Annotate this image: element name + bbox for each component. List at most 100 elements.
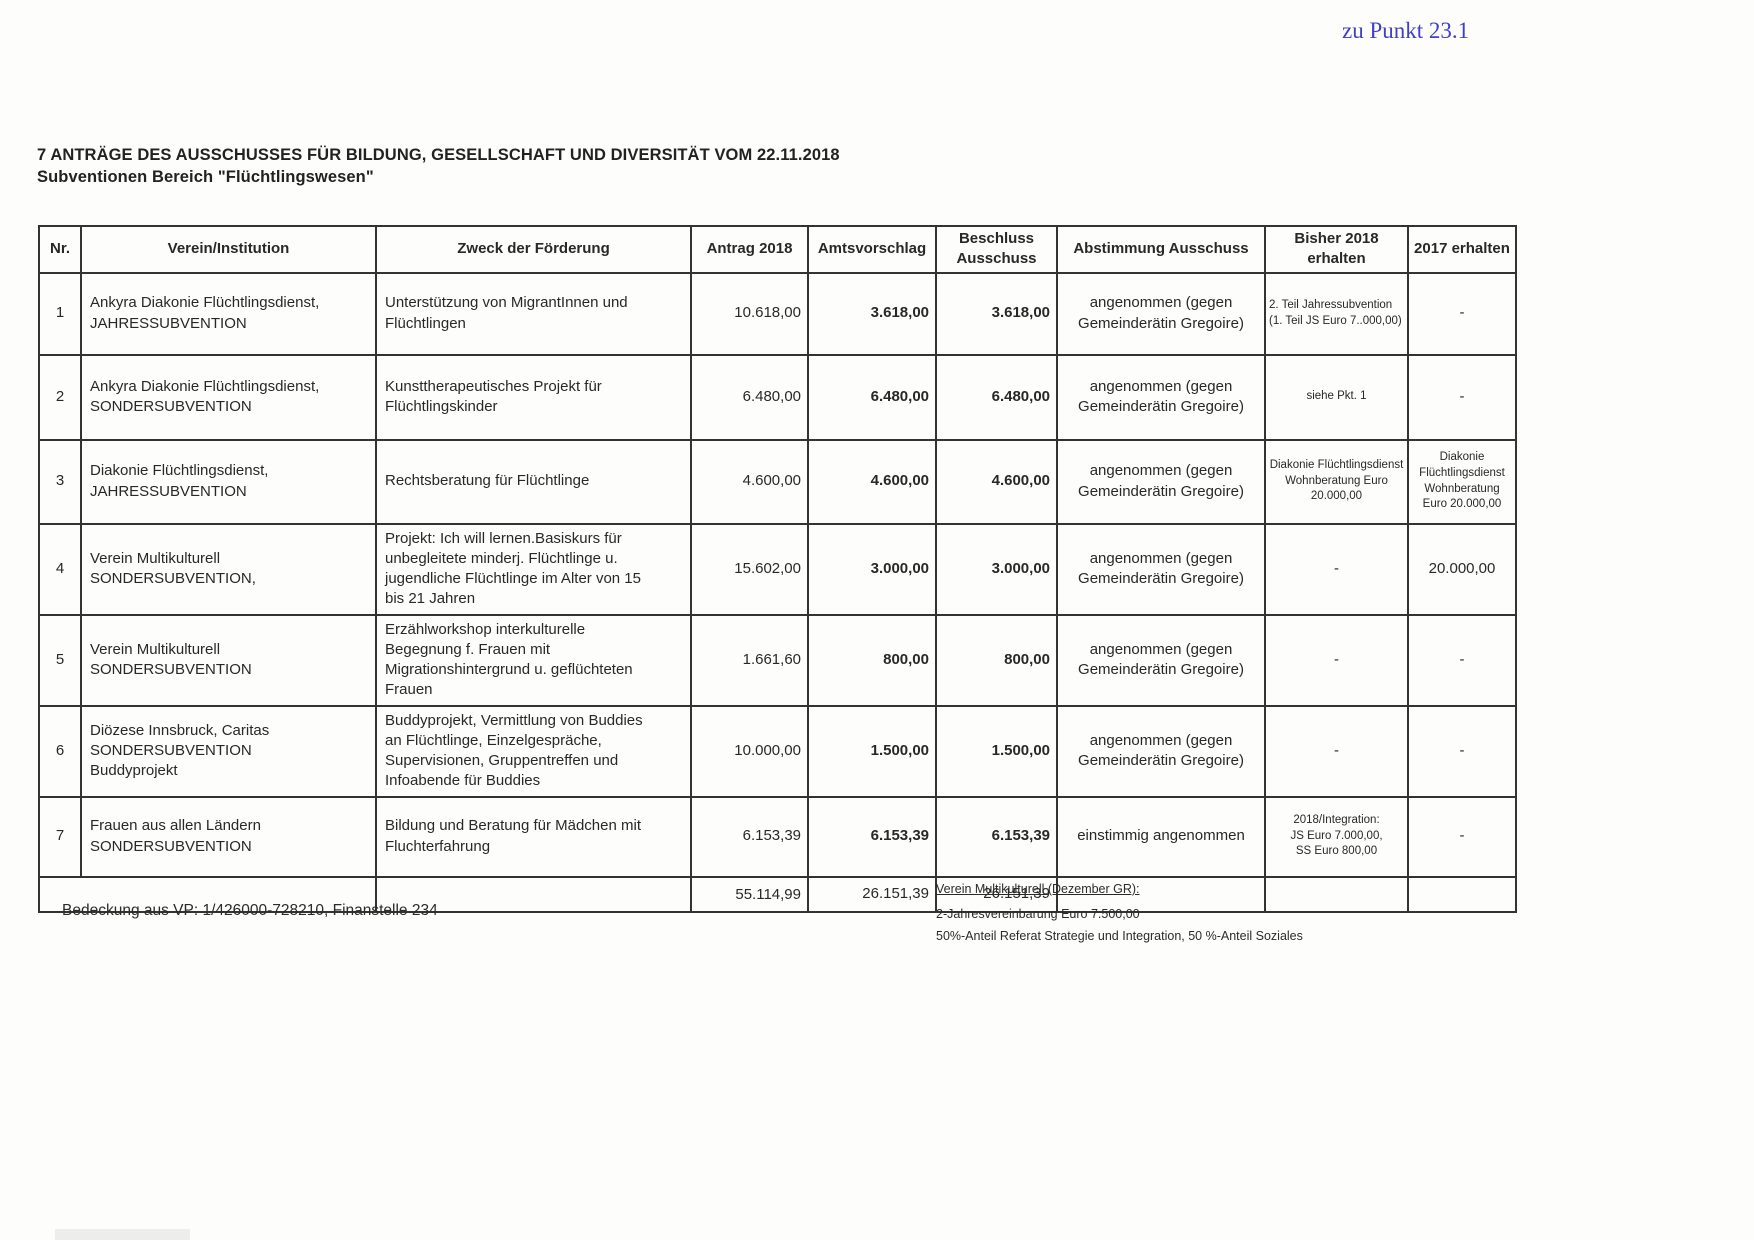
totals-abstimmung-empty [1056,875,1266,913]
cell-nr: 4 [38,522,82,616]
cell-institution: Verein Multikulturell SONDERSUBVENTION, [80,522,377,616]
cell-2017-erhalten: Diakonie Flüchtlingsdienst Wohnberatung … [1407,438,1517,525]
funding-source-note: Bedeckung aus VP: 1/426000-728210, Finan… [62,902,438,919]
cell-antrag: 6.480,00 [690,353,809,441]
cell-bisher-2018: siehe Pkt. 1 [1264,353,1409,441]
cell-amtsvorschlag: 4.600,00 [807,438,937,525]
scan-artifact [55,1229,190,1240]
table-header-row: Nr. Verein/Institution Zweck der Förderu… [38,225,1517,274]
cell-amtsvorschlag: 3.000,00 [807,522,937,616]
cell-antrag: 1.661,60 [690,613,809,707]
cell-abstimmung: einstimmig angenommen [1056,795,1266,878]
header-abstimmung-ausschuss: Abstimmung Ausschuss [1056,225,1266,274]
cell-bisher-2018: Diakonie Flüchtlingsdienst Wohnberatung … [1264,438,1409,525]
table-row: 5 Verein Multikulturell SONDERSUBVENTION… [38,613,1517,707]
cell-beschluss: 1.500,00 [935,704,1058,798]
cell-abstimmung: angenommen (gegen Gemeinderätin Gregoire… [1056,613,1266,707]
cell-bisher-2018: 2018/Integration: JS Euro 7.000,00, SS E… [1264,795,1409,878]
cell-nr: 1 [38,271,82,356]
document-title: 7 ANTRÄGE DES AUSSCHUSSES FÜR BILDUNG, G… [37,145,840,189]
cell-institution: Frauen aus allen Ländern SONDERSUBVENTIO… [80,795,377,878]
totals-spacer [38,875,377,913]
page-reference: zu Punkt 23.1 [1342,18,1470,43]
cell-purpose: Bildung und Beratung für Mädchen mit Flu… [375,795,692,878]
header-2017-erhalten: 2017 erhalten [1407,225,1517,274]
cell-abstimmung: angenommen (gegen Gemeinderätin Gregoire… [1056,271,1266,356]
cell-institution: Diözese Innsbruck, Caritas SONDERSUBVENT… [80,704,377,798]
header-beschluss-ausschuss: Beschluss Ausschuss [935,225,1058,274]
cell-institution: Ankyra Diakonie Flüchtlingsdienst, JAHRE… [80,271,377,356]
cell-2017-erhalten: - [1407,353,1517,441]
table-row: 6 Diözese Innsbruck, Caritas SONDERSUBVE… [38,704,1517,798]
cell-nr: 6 [38,704,82,798]
cell-institution: Diakonie Flüchtlingsdienst, JAHRESSUBVEN… [80,438,377,525]
header-amtsvorschlag: Amtsvorschlag [807,225,937,274]
footnote-line: 2-Jahresvereinbarung Euro 7.500,00 [936,906,1140,921]
cell-antrag: 10.618,00 [690,271,809,356]
cell-beschluss: 4.600,00 [935,438,1058,525]
cell-purpose: Erzählworkshop interkulturelle Begegnung… [375,613,692,707]
cell-nr: 7 [38,795,82,878]
cell-amtsvorschlag: 6.480,00 [807,353,937,441]
table-row: 7 Frauen aus allen Ländern SONDERSUBVENT… [38,795,1517,878]
document-title-line2: Subventionen Bereich "Flüchtlingswesen" [37,167,374,186]
header-purpose: Zweck der Förderung [375,225,692,274]
footnote-line: 50%-Anteil Referat Strategie und Integra… [936,929,1303,944]
header-institution: Verein/Institution [80,225,377,274]
cell-antrag: 4.600,00 [690,438,809,525]
totals-bisher-empty [1264,875,1409,913]
table-row: 4 Verein Multikulturell SONDERSUBVENTION… [38,522,1517,616]
cell-bisher-2018: - [1264,704,1409,798]
cell-amtsvorschlag: 1.500,00 [807,704,937,798]
cell-antrag: 10.000,00 [690,704,809,798]
cell-beschluss: 3.618,00 [935,271,1058,356]
cell-purpose: Unterstützung von MigrantInnen und Flüch… [375,271,692,356]
table-row: 3 Diakonie Flüchtlingsdienst, JAHRESSUBV… [38,438,1517,525]
cell-nr: 2 [38,353,82,441]
cell-bisher-2018: - [1264,613,1409,707]
cell-beschluss: 800,00 [935,613,1058,707]
table-row: 2 Ankyra Diakonie Flüchtlingsdienst, SON… [38,353,1517,441]
footnotes-block: Verein Multikulturell (Dezember GR): 2-J… [936,882,1303,952]
cell-2017-erhalten: - [1407,271,1517,356]
totals-antrag: 55.114,99 [690,875,809,913]
totals-beschluss: 26.151,39 [935,875,1058,913]
cell-2017-erhalten: 20.000,00 [1407,522,1517,616]
cell-nr: 5 [38,613,82,707]
document-title-line1: 7 ANTRÄGE DES AUSSCHUSSES FÜR BILDUNG, G… [37,146,840,164]
table-totals-row: 55.114,99 26.151,39 26.151,39 [38,875,1517,913]
cell-bisher-2018: 2. Teil Jahressubvention (1. Teil JS Eur… [1264,271,1409,356]
cell-abstimmung: angenommen (gegen Gemeinderätin Gregoire… [1056,704,1266,798]
cell-beschluss: 6.480,00 [935,353,1058,441]
table-row: 1 Ankyra Diakonie Flüchtlingsdienst, JAH… [38,271,1517,356]
cell-institution: Verein Multikulturell SONDERSUBVENTION [80,613,377,707]
cell-amtsvorschlag: 6.153,39 [807,795,937,878]
cell-purpose: Projekt: Ich will lernen.Basiskurs für u… [375,522,692,616]
cell-institution: Ankyra Diakonie Flüchtlingsdienst, SONDE… [80,353,377,441]
totals-2017-empty [1407,875,1517,913]
cell-beschluss: 6.153,39 [935,795,1058,878]
totals-amtsvorschlag: 26.151,39 [807,875,937,913]
cell-abstimmung: angenommen (gegen Gemeinderätin Gregoire… [1056,438,1266,525]
cell-antrag: 6.153,39 [690,795,809,878]
cell-beschluss: 3.000,00 [935,522,1058,616]
cell-2017-erhalten: - [1407,704,1517,798]
cell-amtsvorschlag: 3.618,00 [807,271,937,356]
cell-2017-erhalten: - [1407,613,1517,707]
subventions-table: Nr. Verein/Institution Zweck der Förderu… [38,225,1517,913]
cell-amtsvorschlag: 800,00 [807,613,937,707]
cell-purpose: Kunsttherapeutisches Projekt für Flüchtl… [375,353,692,441]
footnote-title: Verein Multikulturell (Dezember GR): [936,882,1140,896]
totals-purpose-empty [375,875,692,913]
cell-antrag: 15.602,00 [690,522,809,616]
header-antrag-2018: Antrag 2018 [690,225,809,274]
cell-nr: 3 [38,438,82,525]
header-bisher-2018: Bisher 2018 erhalten [1264,225,1409,274]
cell-2017-erhalten: - [1407,795,1517,878]
header-nr: Nr. [38,225,82,274]
cell-purpose: Rechtsberatung für Flüchtlinge [375,438,692,525]
cell-bisher-2018: - [1264,522,1409,616]
cell-purpose: Buddyprojekt, Vermittlung von Buddies an… [375,704,692,798]
cell-abstimmung: angenommen (gegen Gemeinderätin Gregoire… [1056,353,1266,441]
